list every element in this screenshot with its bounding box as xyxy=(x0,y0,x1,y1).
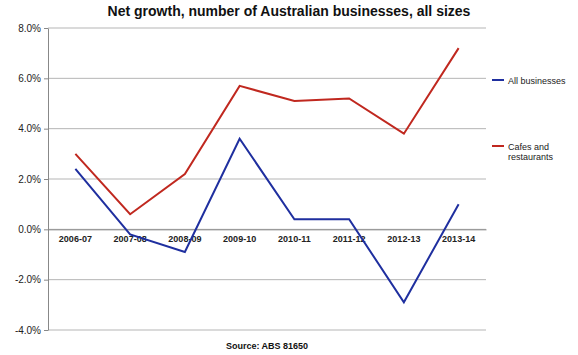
x-tick: 2006-07 xyxy=(59,229,92,244)
grid-line xyxy=(48,28,486,29)
series-line xyxy=(75,139,458,303)
grid-line xyxy=(48,330,486,331)
grid-line xyxy=(48,78,486,79)
chart: -4.0% -2.0% 0.0% 2.0% 4.0% 6.0% 8.0% 2006-07 200… xyxy=(0,0,578,355)
grid xyxy=(48,28,486,330)
y-tick: 2.0% xyxy=(18,174,48,185)
y-tick-mark xyxy=(44,229,48,230)
x-tick-label: 2006-07 xyxy=(59,234,92,244)
x-tick: 2013-14 xyxy=(442,229,475,244)
y-tick-mark xyxy=(44,330,48,331)
x-tick: 2012-13 xyxy=(387,229,420,244)
y-tick: -2.0% xyxy=(15,274,48,285)
x-tick-label: 2012-13 xyxy=(387,234,420,244)
y-tick: 6.0% xyxy=(18,73,48,84)
x-tick: 2009-10 xyxy=(223,229,256,244)
y-tick-mark xyxy=(44,129,48,130)
grid-line xyxy=(48,128,486,129)
legend-swatch xyxy=(492,145,504,147)
x-tick: 2007-08 xyxy=(114,229,147,244)
y-tick-label: 8.0% xyxy=(18,23,41,34)
x-tick: 2008-09 xyxy=(168,229,201,244)
y-tick-mark xyxy=(44,28,48,29)
y-tick: -4.0% xyxy=(15,325,48,336)
y-tick-label: 2.0% xyxy=(18,174,41,185)
y-tick-mark xyxy=(44,280,48,281)
x-axis-line xyxy=(49,229,487,230)
legend-swatch xyxy=(492,79,504,81)
y-tick-label: -4.0% xyxy=(15,325,41,336)
y-tick-label: 6.0% xyxy=(18,73,41,84)
title: Net growth, number of Australian busines… xyxy=(108,3,471,19)
y-tick-label: 0.0% xyxy=(18,224,41,235)
grid-line xyxy=(48,279,486,280)
legend-label: All businesses xyxy=(508,76,566,86)
x-tick-label: 2010-11 xyxy=(278,234,311,244)
x-axis: 2006-072007-082008-092009-102010-112011-… xyxy=(49,229,487,244)
y-tick: 4.0% xyxy=(18,123,48,134)
x-tick: 2010-11 xyxy=(278,229,311,244)
legend-label: Cafes andrestaurants xyxy=(508,142,554,162)
source: Source: ABS 81650 xyxy=(226,341,308,351)
x-tick-label: 2013-14 xyxy=(442,234,475,244)
x-tick-label: 2007-08 xyxy=(114,234,147,244)
series-group xyxy=(75,48,458,302)
y-tick-label: 4.0% xyxy=(18,123,41,134)
y-tick-mark xyxy=(44,78,48,79)
legend: All businesses Cafes andrestaurants xyxy=(492,76,566,162)
x-tick-label: 2008-09 xyxy=(168,234,201,244)
grid-line xyxy=(48,229,486,230)
y-axis: -4.0% -2.0% 0.0% 2.0% 4.0% 6.0% 8.0% xyxy=(15,23,49,336)
x-tick-label: 2009-10 xyxy=(223,234,256,244)
y-tick: 0.0% xyxy=(18,224,48,235)
y-tick: 8.0% xyxy=(18,23,48,34)
y-axis-line xyxy=(48,29,49,331)
plot: -4.0% -2.0% 0.0% 2.0% 4.0% 6.0% 8.0% 2006-07 200… xyxy=(15,23,487,336)
y-tick-label: -2.0% xyxy=(15,274,41,285)
series-line xyxy=(75,48,458,214)
y-tick-mark xyxy=(44,179,48,180)
